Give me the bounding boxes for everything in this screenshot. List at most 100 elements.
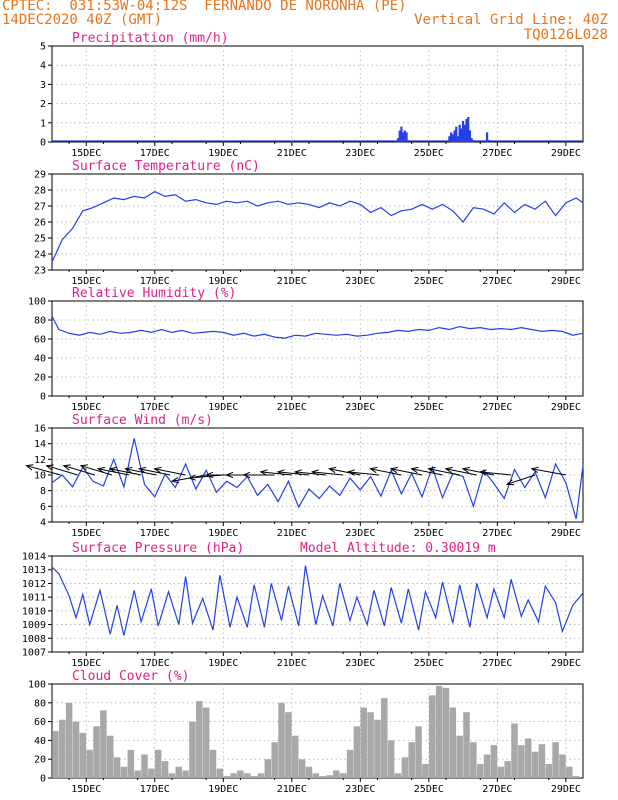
y-tick-label: 2 [40,99,46,110]
bar [326,775,333,778]
bar [396,138,400,142]
wind-vector-head [369,466,378,474]
bar [86,749,93,778]
y-tick-label: 0 [40,392,46,403]
bar [353,726,361,778]
wind-vector-arrow [125,468,157,476]
wind-vector-head [25,464,34,471]
bar [312,773,320,778]
wind-vector-head [204,471,213,479]
vertical-grid-line-note: Vertical Grid Line: 40Z [414,12,608,28]
bar [458,124,461,142]
bar [415,726,422,778]
bar [429,695,436,778]
wind-vector-arrow [189,474,224,479]
wind-vector-arrow [411,468,443,476]
bar [79,732,87,778]
bar [148,768,155,778]
y-tick-label: 1007 [22,648,46,659]
bar [113,757,121,778]
y-tick-label: 26 [34,218,46,229]
bar [339,773,347,778]
wind-vector-arrow [506,474,536,485]
panel-cloud: 0 20 40 60 80 100 15DEC 17DEC 19DEC 21DEC 23DEC 25D… [28,669,584,795]
wind-vector-head [276,469,285,476]
wind-vector-head [259,469,268,476]
bar [518,745,525,778]
bar [559,754,566,778]
x-tick-label: 29DEC [551,276,581,287]
y-tick-label: 4 [40,61,46,72]
wind-vector-arrow [462,468,495,476]
y-tick-label: 4 [40,518,46,529]
wind-vector-head [62,464,71,471]
panel-annotation: Model Altitude: 0.30019 m [300,541,496,556]
x-tick-label: 17DEC [140,402,170,413]
x-tick-label: 19DEC [208,276,238,287]
x-tick-label: 27DEC [482,658,512,669]
bar [470,138,473,142]
bar [490,745,498,778]
bar [566,766,573,778]
bar [387,740,395,778]
x-tick-label: 23DEC [345,784,375,795]
bar [435,685,443,778]
x-tick-label: 29DEC [551,148,581,159]
bar [305,766,313,778]
x-tick-label: 17DEC [140,658,170,669]
bar [134,770,141,778]
y-tick-label: 1011 [22,593,46,604]
x-tick-label: 27DEC [482,402,512,413]
x-tick-label: 25DEC [414,402,444,413]
bar [120,766,128,778]
bar [374,719,381,778]
bar [468,130,472,142]
bar [346,749,354,778]
bar [264,759,272,778]
x-tick-label: 17DEC [140,784,170,795]
panel-title: Precipitation (mm/h) [72,31,229,46]
x-tick-label: 15DEC [71,658,101,669]
bar [524,738,532,778]
bar [455,126,458,142]
bar [52,731,59,778]
wind-vector-arrow [109,468,142,476]
wind-vector-arrow [390,468,423,476]
y-tick-label: 1010 [22,606,46,617]
wind-vector-head [79,464,88,471]
bar [106,735,114,778]
panel-wind: 4 6 8 10 12 14 16 15DEC 17DEC 19DEC 21DEC 23DEC 25DE… [25,413,584,539]
wind-vector-arrow [154,468,186,476]
y-tick-label: 20 [34,755,46,766]
bar [403,130,406,142]
bar [470,742,477,778]
x-tick-label: 29DEC [551,528,581,539]
y-tick-label: 16 [34,424,46,435]
x-tick-label: 23DEC [345,658,375,669]
wind-vector-head [310,469,320,476]
bar [285,712,292,778]
bar [196,700,203,778]
panel-press: 1007 1008 1009 1010 1011 1012 1013 1014 15DEC 17D… [22,541,584,669]
wind-vector-arrow [80,465,113,476]
bar [463,712,470,778]
bar [319,776,326,778]
y-tick-label: 0 [40,138,46,149]
wind-vector-arrow [139,468,171,476]
x-tick-label: 29DEC [551,784,581,795]
bar [244,773,251,778]
x-tick-label: 23DEC [345,148,375,159]
y-tick-label: 1 [40,118,46,129]
bar [463,124,466,142]
wind-vector-arrow [260,471,292,476]
y-tick-label: 60 [34,717,46,728]
x-tick-label: 15DEC [71,784,101,795]
bar [175,766,183,778]
bar [398,130,401,142]
x-tick-label: 25DEC [414,784,444,795]
bar [422,763,429,778]
series-line [51,438,584,520]
x-tick-label: 17DEC [140,276,170,287]
wind-vector-arrow [46,465,78,476]
bar [237,770,244,778]
